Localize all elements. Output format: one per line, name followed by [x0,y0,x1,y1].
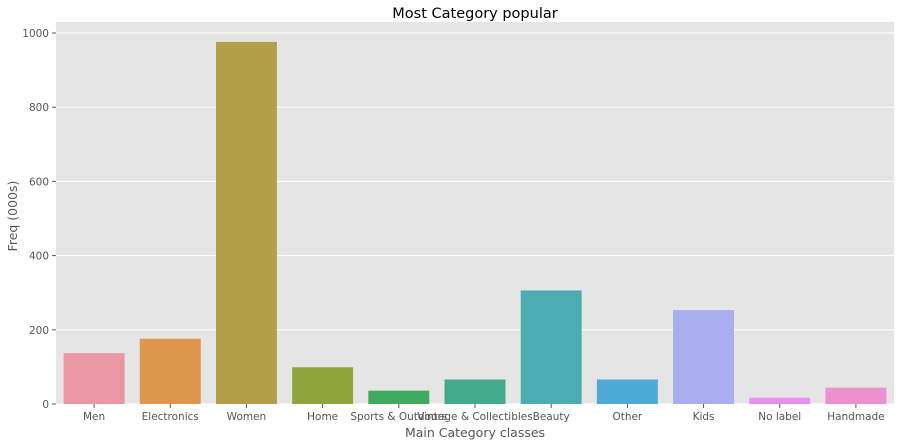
x-axis-label: Main Category classes [405,425,545,440]
y-tick-label: 200 [29,325,49,337]
y-tick-label: 400 [29,251,49,263]
y-axis-label: Freq (000s) [5,181,20,252]
x-tick-label: Kids [693,411,715,423]
x-tick-label: Handmade [827,411,884,423]
bar-electronics [139,338,201,404]
x-tick-label: Other [612,411,642,423]
y-tick-label: 600 [29,176,49,188]
bar-other [596,379,658,404]
x-tick-label: Vintage & Collectibles [417,411,532,423]
bar-handmade [825,387,887,404]
y-tick-label: 800 [29,102,49,114]
x-tick-label: Electronics [142,411,199,423]
x-tick-label: Home [307,411,338,423]
bar-men [63,353,125,404]
chart-title: Most Category popular [392,6,557,22]
y-tick-labels: 0 200 400 600 800 1000 [22,28,56,411]
y-tick-label: 1000 [22,28,49,40]
bar-women [215,41,277,405]
bars [63,41,887,405]
bar-vintage-collectibles [444,379,506,404]
bar-kids [673,310,735,404]
x-tick-labels: Men Electronics Women Home Sports & Outdoors… [83,404,885,423]
x-tick-label: No label [758,411,801,423]
bar-sports-outdoors [368,390,430,404]
bar-no-label [749,397,811,404]
y-tick-label: 0 [42,399,49,411]
x-tick-label: Women [227,411,267,423]
bar-beauty [520,290,582,404]
x-tick-label: Sports & Outdoors [350,411,447,423]
x-tick-label: Men [83,411,105,423]
bar-home [292,367,354,404]
x-tick-label: Beauty [533,411,570,423]
